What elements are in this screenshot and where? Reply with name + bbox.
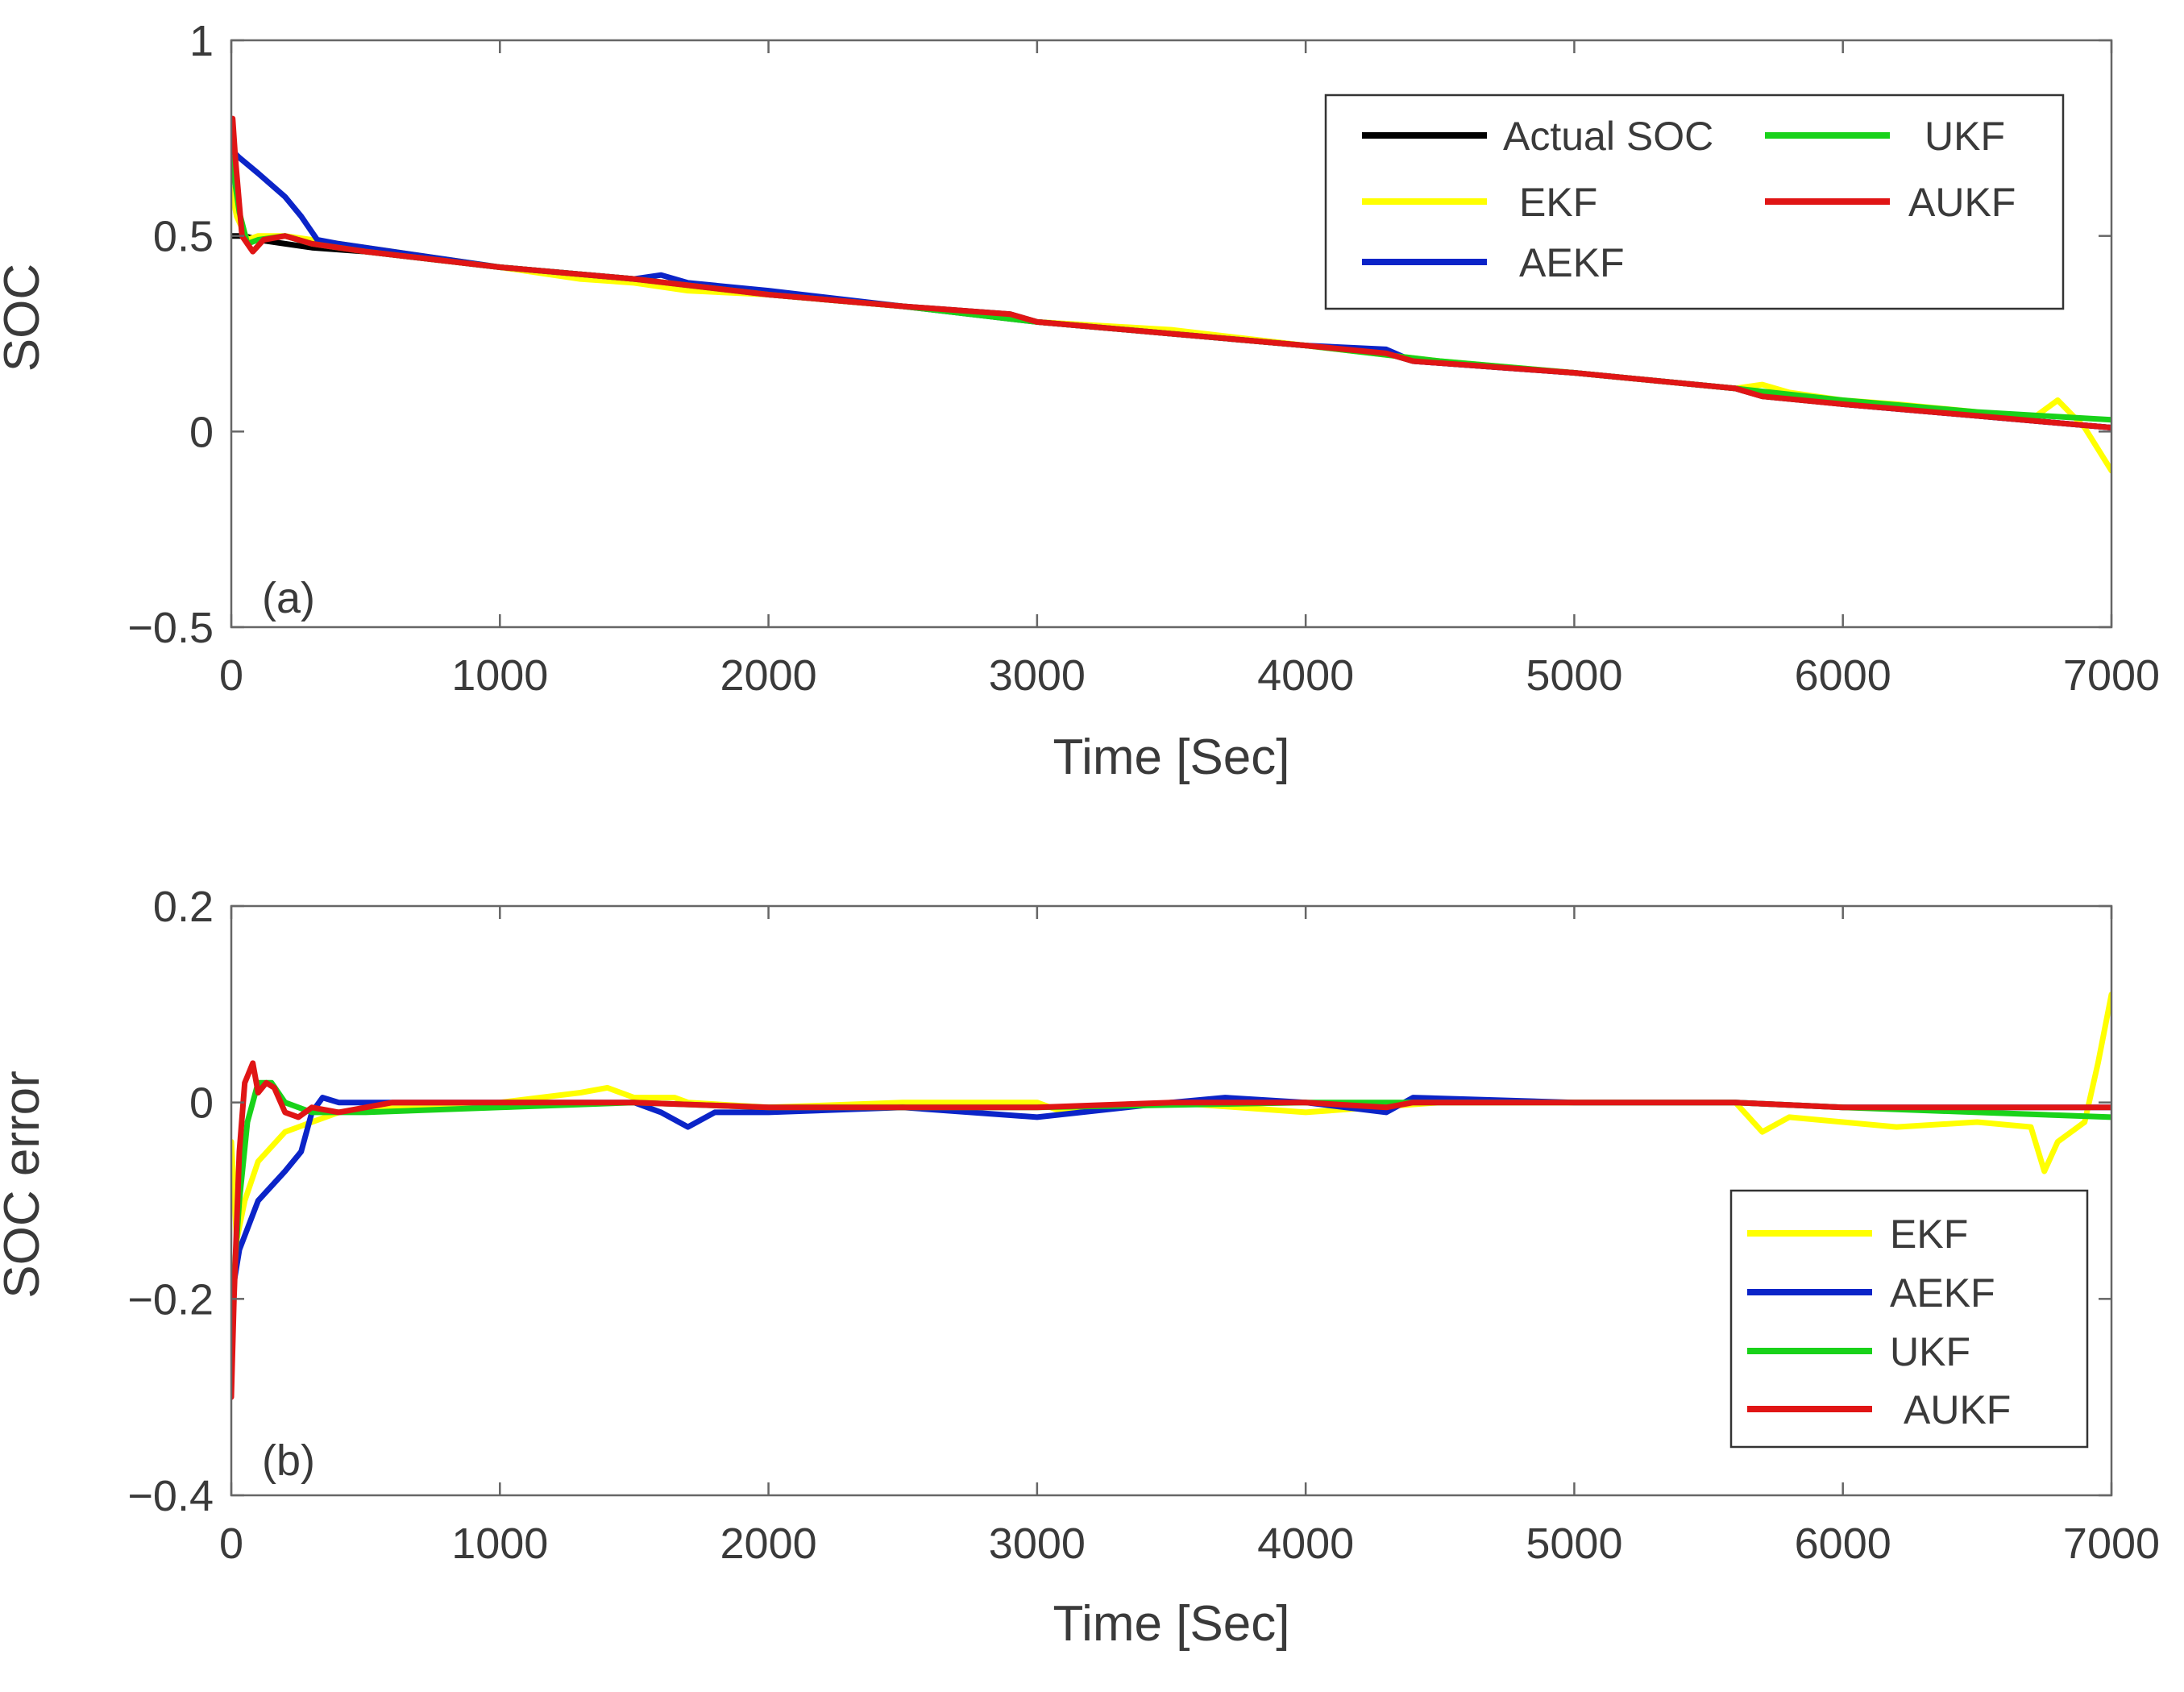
x-tick-label: 0 — [219, 1519, 243, 1568]
x-tick-label: 3000 — [989, 1519, 1086, 1568]
y-tick-label: 0 — [189, 408, 214, 456]
series-line-aukf — [231, 115, 2111, 430]
series-group — [231, 992, 2111, 1400]
series-group — [231, 115, 2111, 474]
axes-frame — [230, 39, 2113, 629]
y-tick-label: 0.2 — [153, 883, 214, 931]
y-axis-label: SOC error — [0, 1070, 50, 1298]
x-tick-label: 5000 — [1526, 651, 1622, 700]
y-axis-label: SOC — [0, 264, 50, 372]
y-tick-label: 0.5 — [153, 213, 214, 261]
legend: EKF AEKF UKF AUKF — [1729, 1189, 2089, 1449]
series-line-aukf — [231, 1060, 2111, 1400]
panel-tag: (b) — [262, 1436, 315, 1485]
axes-frame — [230, 904, 2113, 1497]
y-tick-label: −0.5 — [127, 604, 214, 652]
y-tick-label: 1 — [189, 17, 214, 65]
legend-label-aukf: AUKF — [1904, 1387, 2011, 1432]
x-axis-label: Time [Sec] — [1053, 730, 1290, 785]
y-tick-label: 0 — [189, 1079, 214, 1128]
panel-b-soc-error-chart: 0 1000 2000 3000 4000 5000 6000 7000 −0.4 −0.2 0 0.… — [0, 883, 2160, 1652]
x-tick-label: 7000 — [2063, 1519, 2160, 1568]
y-tick-label: −0.4 — [127, 1472, 214, 1520]
panel-tag: (a) — [262, 574, 315, 622]
legend-label-aekf: AEKF — [1519, 240, 1625, 285]
panel-a-soc-chart: 0 1000 2000 3000 4000 5000 6000 7000−0.500.51Ti… — [0, 17, 2160, 785]
legend-label-ukf: UKF — [1924, 114, 2005, 159]
legend-label-aekf: AEKF — [1890, 1270, 1995, 1316]
x-tick-label: 1000 — [451, 1519, 548, 1568]
legend-label-actual-soc: Actual SOC — [1503, 114, 1713, 159]
legend-label-ekf: EKF — [1890, 1212, 1968, 1257]
x-tick-label: 6000 — [1795, 1519, 1891, 1568]
x-tick-label: 0 — [219, 651, 243, 700]
x-tick-label: 4000 — [1257, 1519, 1354, 1568]
x-tick-label: 3000 — [989, 651, 1086, 700]
x-tick-label: 5000 — [1526, 1519, 1622, 1568]
x-tick-label: 2000 — [720, 1519, 817, 1568]
x-tick-label: 1000 — [451, 651, 548, 700]
x-tick-label: 4000 — [1257, 651, 1354, 700]
x-axis-label: Time [Sec] — [1053, 1596, 1290, 1652]
legend-label-ukf: UKF — [1890, 1329, 1970, 1374]
x-tick-label: 2000 — [720, 651, 817, 700]
x-tick-label: 7000 — [2063, 651, 2160, 700]
legend: Actual SOC UKF EKF AUKF AEKF — [1324, 94, 2065, 310]
legend-label-aukf: AUKF — [1908, 180, 2016, 225]
x-tick-label: 6000 — [1795, 651, 1891, 700]
legend-label-ekf: EKF — [1519, 180, 1597, 225]
y-tick-label: −0.2 — [127, 1275, 214, 1324]
